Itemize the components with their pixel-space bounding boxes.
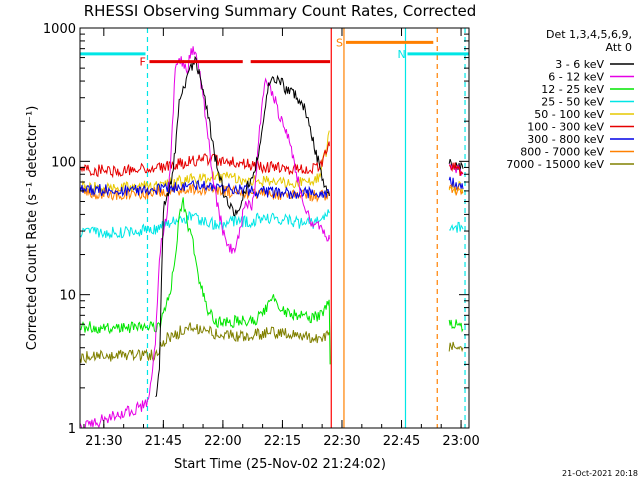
flag-label: S xyxy=(336,36,343,49)
plot-frame xyxy=(79,27,470,429)
series-line-3-6-kev xyxy=(448,158,464,172)
series-line-300-800-kev xyxy=(80,179,330,200)
chart-title: RHESSI Observing Summary Count Rates, Co… xyxy=(84,2,477,20)
series-line-12-25-kev xyxy=(448,319,464,333)
y-tick-label: 1000 xyxy=(43,22,76,37)
legend-header-line-1: Det 1,3,4,5,6,9, xyxy=(546,28,632,41)
series-line-7000-15000-kev xyxy=(80,322,330,364)
y-axis-label: Corrected Count Rate (s⁻¹ detector⁻¹) xyxy=(25,106,40,351)
series-line-3-6-kev xyxy=(155,55,330,398)
x-tick-label: 22:30 xyxy=(323,434,360,449)
y-tick-label: 1 xyxy=(68,422,76,437)
legend-label-7000-15000-kev: 7000 - 15000 keV xyxy=(506,158,604,171)
series-line-800-7000-kev xyxy=(448,184,464,196)
legend-label-800-7000-kev: 800 - 7000 keV xyxy=(520,146,604,159)
legend-label-12-25-kev: 12 - 25 keV xyxy=(541,83,604,96)
series-line-50-100-kev xyxy=(80,130,330,195)
flag-label: F xyxy=(139,56,145,69)
y-tick-label: 10 xyxy=(59,289,76,304)
x-tick-label: 23:00 xyxy=(442,434,479,449)
legend-label-50-100-kev: 50 - 100 keV xyxy=(534,108,604,121)
legend-label-300-800-kev: 300 - 800 keV xyxy=(527,133,604,146)
x-tick-label: 22:00 xyxy=(204,434,241,449)
legend-label-3-6-kev: 3 - 6 keV xyxy=(555,58,604,71)
y-tick-label: 100 xyxy=(51,155,76,170)
x-axis-label: Start Time (25-Nov-02 21:24:02) xyxy=(174,457,386,472)
x-tick-label: 21:30 xyxy=(85,434,122,449)
legend-label-25-50-kev: 25 - 50 keV xyxy=(541,96,604,109)
legend-label-100-300-kev: 100 - 300 keV xyxy=(527,121,604,134)
series-line-12-25-kev xyxy=(80,197,331,365)
timestamp: 21-Oct-2021 20:18 xyxy=(562,469,638,478)
data-series xyxy=(80,46,464,428)
series-line-25-50-kev xyxy=(448,221,464,233)
series-line-100-300-kev xyxy=(80,141,330,179)
series-line-6-12-kev xyxy=(80,46,330,428)
flag-label: N xyxy=(397,48,405,61)
vertical-markers xyxy=(146,28,466,428)
x-tick-label: 22:45 xyxy=(383,434,420,449)
x-tick-label: 22:15 xyxy=(264,434,301,449)
legend-label-6-12-kev: 6 - 12 keV xyxy=(548,71,604,84)
legend-header-line-2: Att 0 xyxy=(606,41,632,54)
axis-ticks: 21:30 21:45 22:00 22:15 22:30 22:45 23:00 1 10 10… xyxy=(43,22,480,449)
plot-area: N F S 21:30 21:45 22:00 22:15 22:30 22:45 23:00 1… xyxy=(43,22,480,449)
x-tick-label: 21:45 xyxy=(145,434,182,449)
flag-bars: N F S xyxy=(80,36,469,69)
series-line-7000-15000-kev xyxy=(448,341,464,353)
series-line-25-50-kev xyxy=(80,209,330,240)
series-line-100-300-kev xyxy=(448,162,464,177)
